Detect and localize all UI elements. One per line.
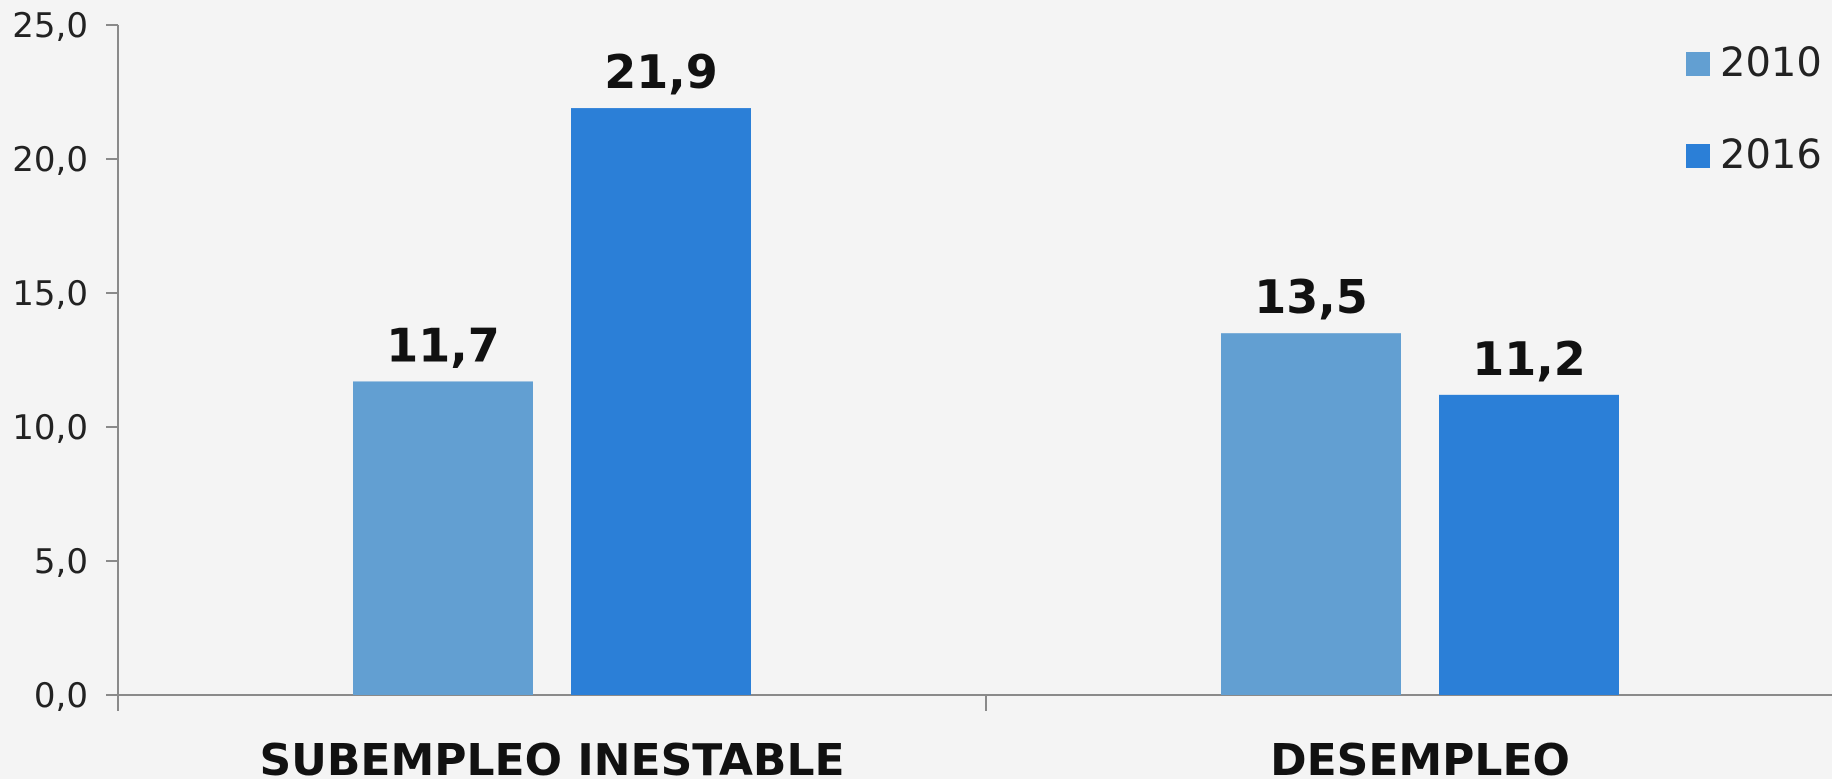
bar: [1439, 394, 1619, 695]
legend: 2010 2016: [1686, 40, 1822, 178]
y-tick-label: 25,0: [12, 6, 88, 46]
category-labels: SUBEMPLEO INESTABLE DESEMPLEO: [259, 735, 1569, 779]
y-tick-label: 0,0: [34, 676, 88, 716]
data-label: 21,9: [604, 45, 718, 99]
legend-swatch: [1686, 144, 1710, 168]
legend-label: 2010: [1720, 40, 1822, 86]
y-tick-label: 10,0: [12, 408, 88, 448]
bar: [571, 108, 751, 695]
y-tick-label: 15,0: [12, 274, 88, 314]
data-label: 11,2: [1472, 332, 1586, 386]
x-axis: [117, 694, 1832, 711]
legend-swatch: [1686, 52, 1710, 76]
y-tick-label: 20,0: [12, 140, 88, 180]
y-tick-label: 5,0: [34, 542, 88, 582]
bar: [353, 381, 533, 695]
data-label: 13,5: [1254, 270, 1368, 324]
data-labels: 11,7 21,9 13,5 11,2: [386, 45, 1586, 386]
data-label: 11,7: [386, 318, 500, 372]
y-axis: 0,0 5,0 10,0 15,0 20,0 25,0: [12, 6, 119, 716]
legend-label: 2016: [1720, 132, 1822, 178]
bars: [353, 108, 1619, 695]
bar: [1221, 333, 1401, 695]
category-label: DESEMPLEO: [1270, 735, 1570, 779]
category-label: SUBEMPLEO INESTABLE: [259, 735, 844, 779]
